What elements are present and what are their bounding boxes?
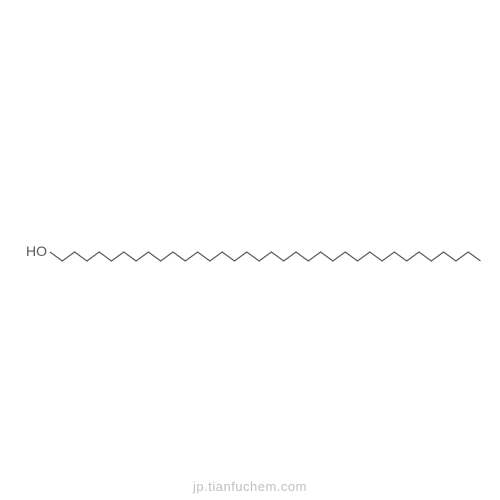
figure-container: HO jp.tianfuchem.com (0, 0, 500, 500)
carbon-chain-polyline (50, 252, 481, 261)
watermark-text: jp.tianfuchem.com (0, 479, 500, 494)
hydroxyl-label: HO (26, 243, 47, 259)
molecule-svg (0, 0, 500, 500)
